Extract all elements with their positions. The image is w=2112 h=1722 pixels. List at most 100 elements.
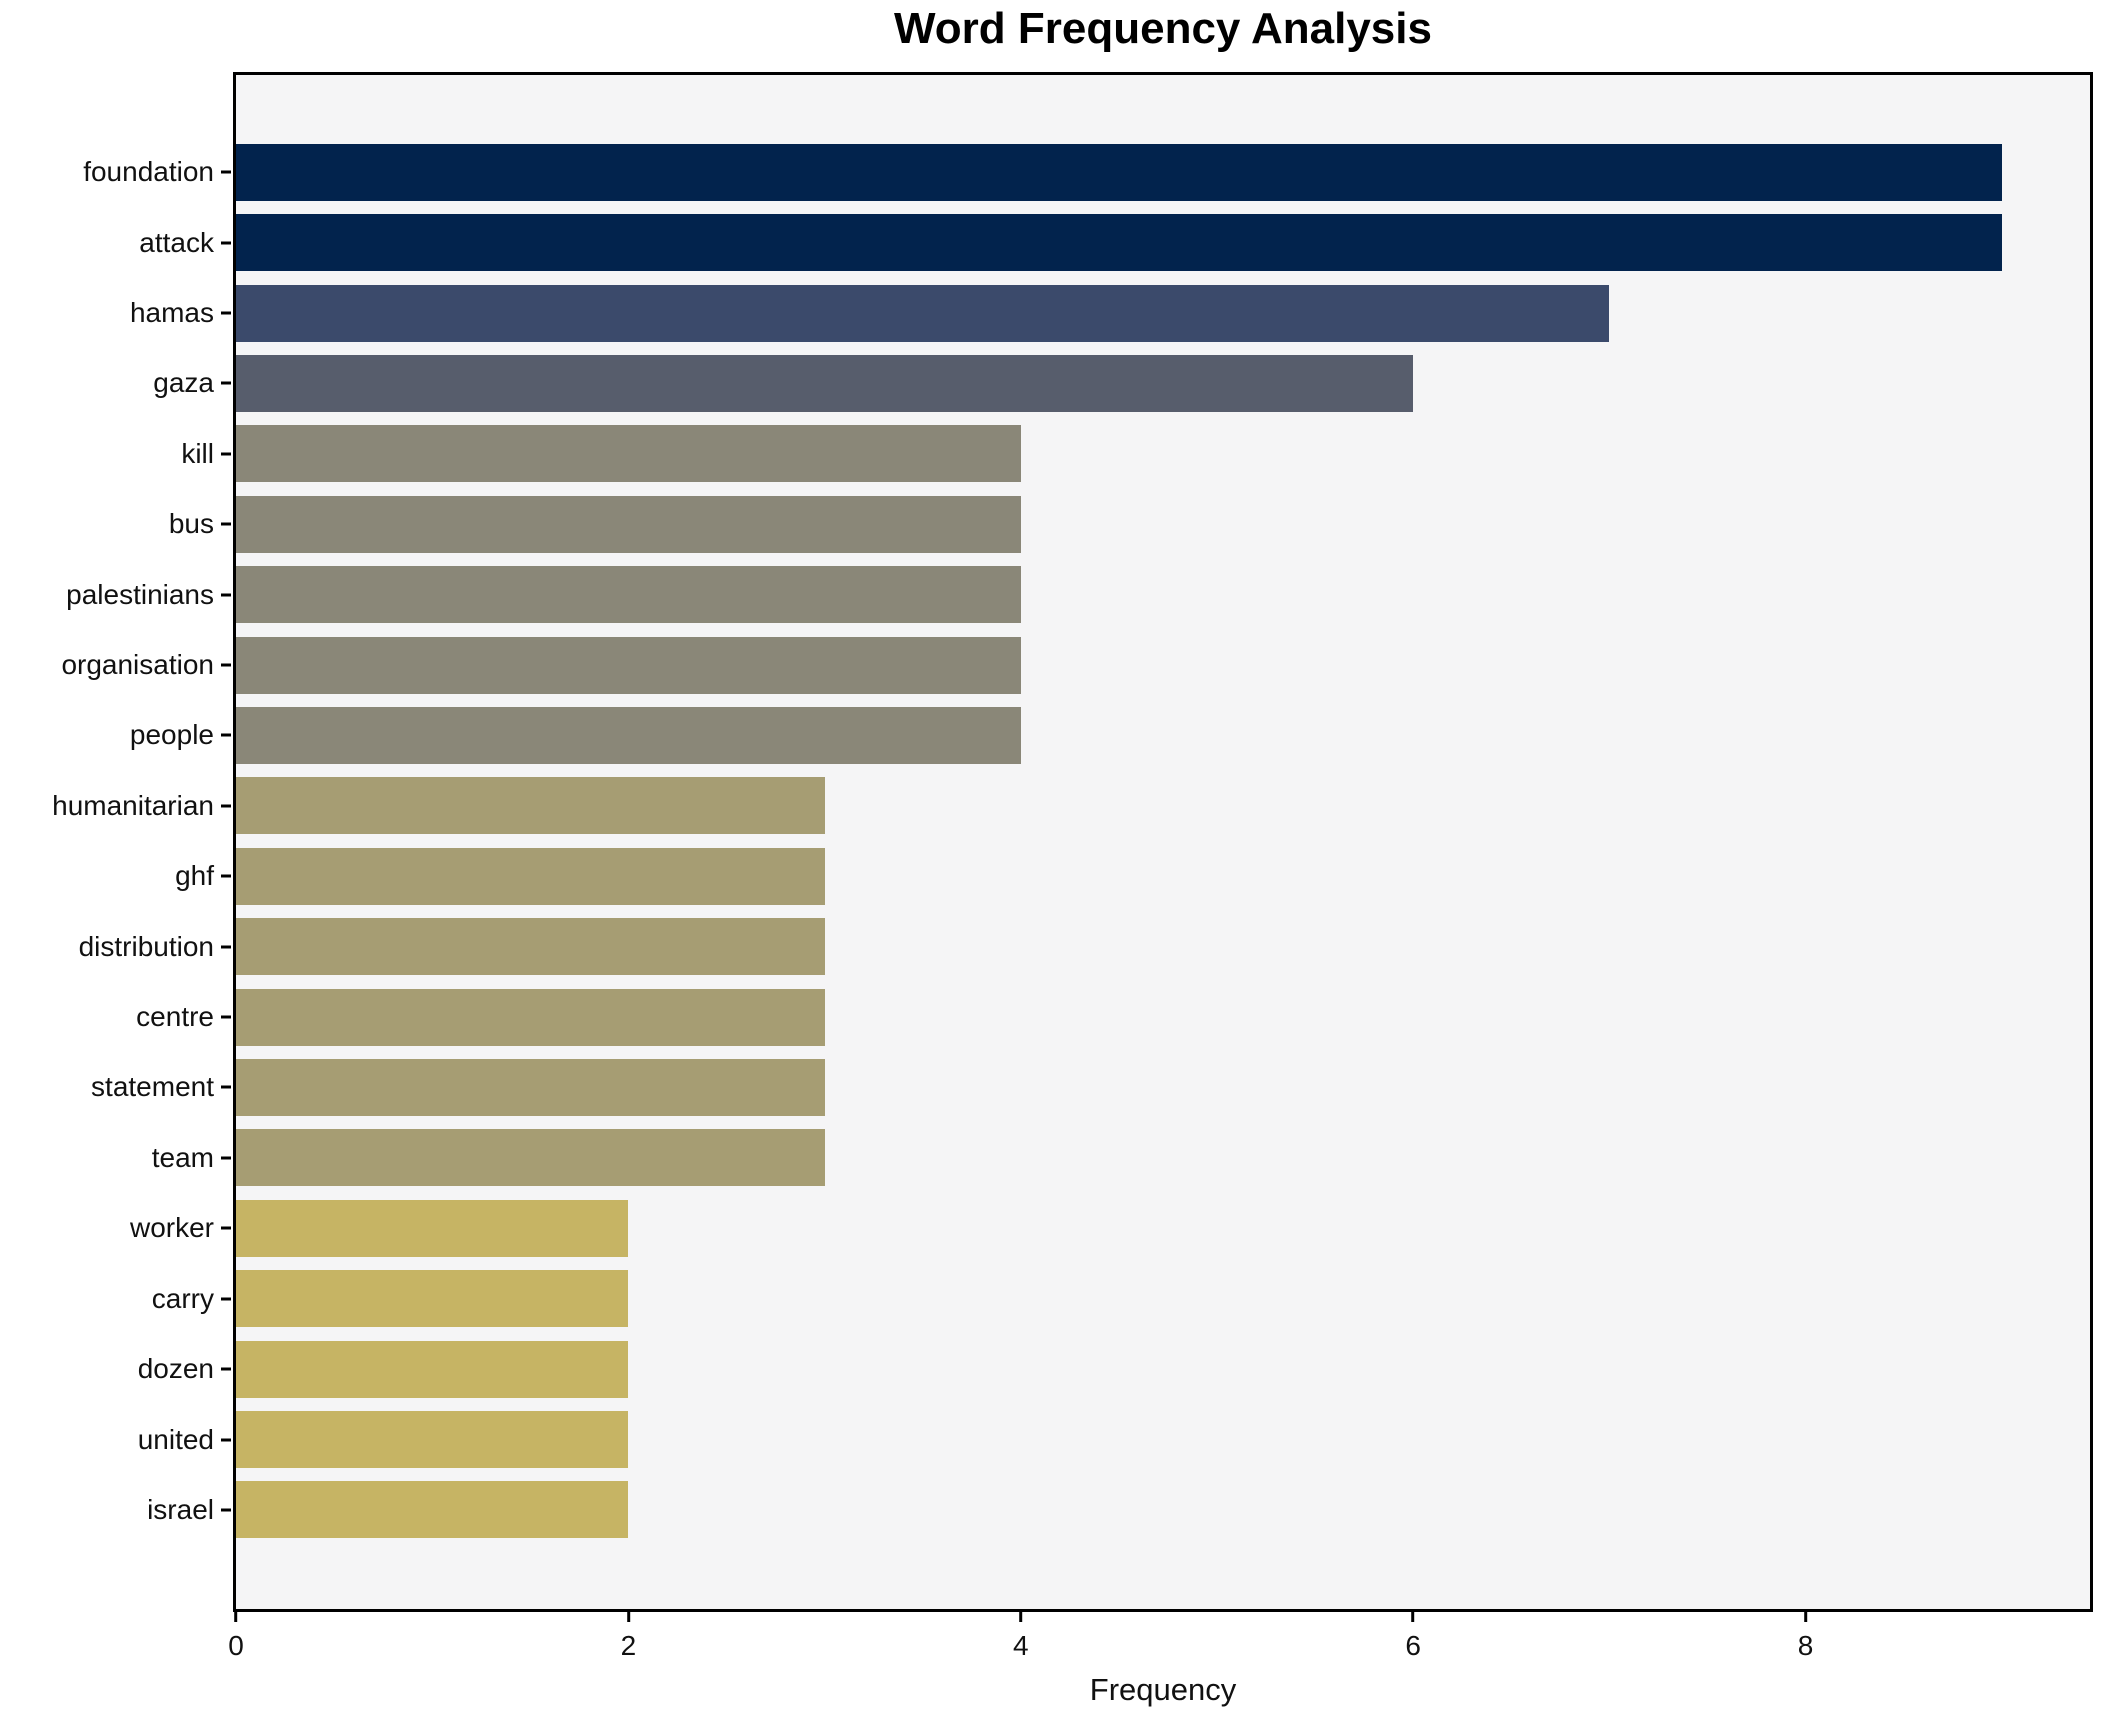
y-tick-label: attack [139, 226, 214, 258]
y-tick-mark [221, 945, 231, 949]
y-tick-label: team [151, 1141, 214, 1173]
bar [236, 1058, 825, 1116]
y-tick-mark [221, 733, 231, 737]
bar [236, 143, 2002, 201]
y-tick-label: worker [129, 1212, 214, 1244]
bar-row: carry [152, 1264, 2090, 1334]
bar-row: palestinians [66, 559, 2090, 629]
y-tick-label: hamas [129, 297, 214, 329]
bar [236, 1270, 629, 1328]
bar [236, 566, 1021, 624]
bar [236, 425, 1021, 483]
y-tick-mark [221, 593, 231, 597]
bar-row: kill [181, 419, 2090, 489]
bar [236, 777, 825, 835]
y-tick-mark [221, 1226, 231, 1230]
y-tick-label: distribution [78, 930, 214, 962]
bar-row: humanitarian [52, 771, 2090, 841]
chart-title: Word Frequency Analysis [894, 4, 1432, 53]
bar [236, 1411, 629, 1469]
y-tick-label: israel [147, 1493, 214, 1525]
bar-row: gaza [153, 348, 2090, 418]
y-tick-mark [221, 381, 231, 385]
y-tick-label: carry [151, 1282, 214, 1314]
bar-row: people [130, 700, 2090, 770]
bar [236, 706, 1021, 764]
bar-row: distribution [79, 911, 2090, 981]
x-tick: 6 [1405, 1609, 1421, 1662]
y-tick-mark [221, 874, 231, 878]
y-tick-mark [221, 311, 231, 315]
bar-row: foundation [83, 137, 2090, 207]
x-tick-mark [234, 1609, 238, 1622]
x-tick: 0 [228, 1609, 244, 1662]
bar-row: team [152, 1123, 2090, 1193]
x-tick-mark [1804, 1609, 1808, 1622]
bar [236, 354, 1414, 412]
y-tick-mark [221, 1297, 231, 1301]
bar-row: worker [130, 1193, 2090, 1263]
x-axis-label: Frequency [1089, 1672, 1237, 1707]
bar [236, 495, 1021, 553]
x-tick-mark [1019, 1609, 1023, 1622]
y-tick-label: statement [91, 1071, 214, 1103]
bar [236, 988, 825, 1046]
bar [236, 636, 1021, 694]
y-tick-label: humanitarian [52, 789, 214, 821]
bar [236, 214, 2002, 272]
bar [236, 847, 825, 905]
y-tick-mark [221, 1367, 231, 1371]
bar [236, 1199, 629, 1257]
y-tick-mark [221, 804, 231, 808]
bar [236, 1129, 825, 1187]
bar-row: attack [139, 207, 2090, 277]
x-tick-label: 6 [1405, 1630, 1421, 1661]
x-tick: 2 [620, 1609, 637, 1662]
y-tick-mark [221, 1508, 231, 1512]
y-tick-mark [221, 1438, 231, 1442]
bar [236, 284, 1610, 342]
y-tick-mark [221, 1085, 231, 1089]
bar-row: dozen [138, 1334, 2090, 1404]
bar-row: ghf [175, 841, 2090, 911]
y-tick-mark [221, 663, 231, 667]
bar-row: bus [169, 489, 2090, 559]
y-tick-mark [221, 452, 231, 456]
y-tick-label: people [129, 719, 214, 751]
bar-row: organisation [61, 630, 2090, 700]
y-tick-label: dozen [137, 1353, 214, 1385]
bar [236, 1340, 629, 1398]
y-tick-label: gaza [153, 367, 214, 399]
y-tick-mark [221, 522, 231, 526]
x-tick-label: 2 [620, 1630, 637, 1661]
bar [236, 1481, 629, 1539]
x-tick-label: 0 [228, 1630, 244, 1661]
y-tick-mark [221, 170, 231, 174]
bars: foundation attack hamas gaza kill bus palestin… [52, 75, 2090, 1609]
x-tick: 8 [1797, 1609, 1814, 1662]
bar [236, 918, 825, 976]
y-tick-mark [221, 1156, 231, 1160]
y-tick-label: kill [181, 437, 214, 469]
y-tick-label: united [137, 1423, 214, 1455]
x-tick-mark [1411, 1609, 1415, 1622]
x-tick-label: 4 [1012, 1630, 1029, 1661]
bar-row: statement [91, 1052, 2090, 1122]
x-tick-mark [626, 1609, 630, 1622]
x-tick-label: 8 [1797, 1630, 1814, 1661]
y-tick-label: organisation [61, 649, 214, 681]
y-tick-label: centre [136, 1001, 214, 1033]
bar-row: centre [136, 982, 2090, 1052]
bar-row: israel [147, 1475, 2090, 1545]
bar-row: hamas [130, 278, 2090, 348]
plot-area: foundation attack hamas gaza kill bus palestin… [52, 72, 2093, 1661]
x-tick: 4 [1013, 1609, 1029, 1662]
y-tick-label: ghf [175, 860, 214, 892]
y-tick-mark [221, 1015, 231, 1019]
y-tick-label: palestinians [66, 578, 214, 610]
bar-row: united [138, 1404, 2090, 1474]
y-tick-label: foundation [83, 156, 214, 188]
y-tick-mark [221, 241, 231, 245]
y-tick-label: bus [168, 508, 214, 540]
